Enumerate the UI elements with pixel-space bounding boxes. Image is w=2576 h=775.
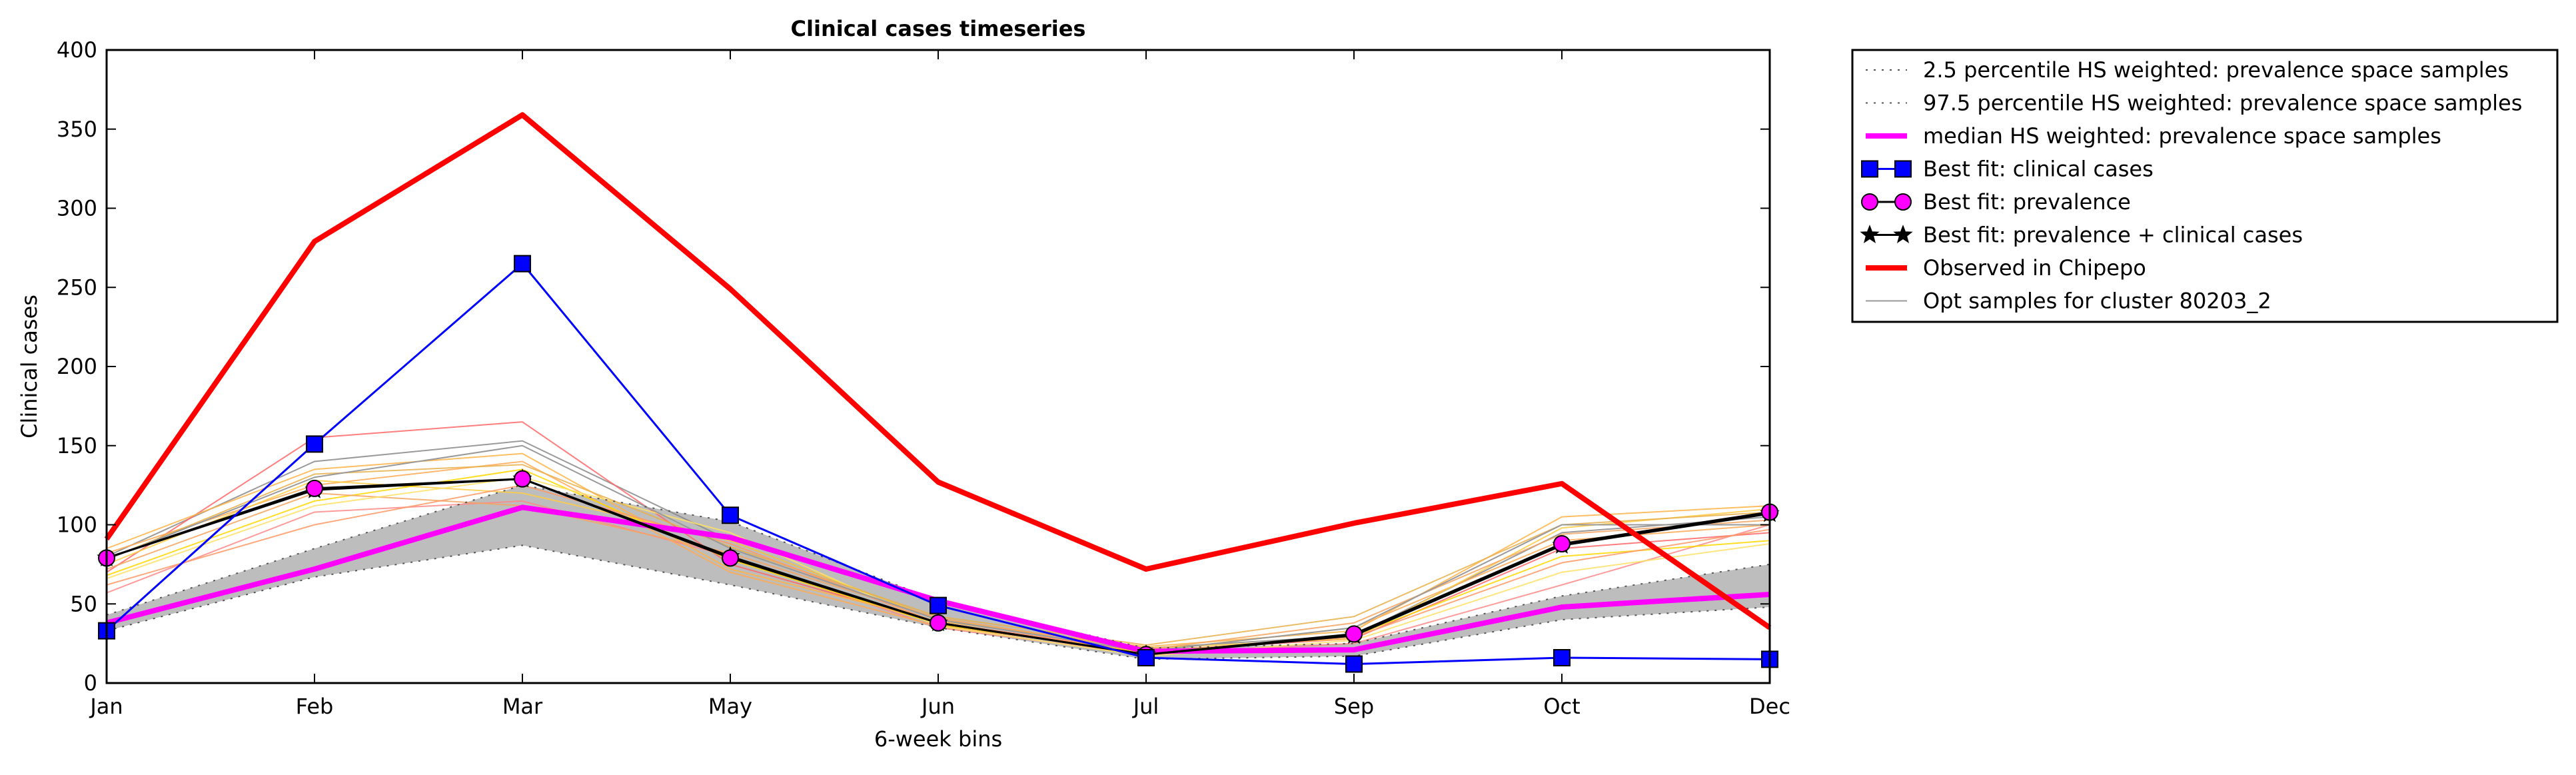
x-tick-label: Dec <box>1749 694 1790 719</box>
legend-label: Best fit: prevalence <box>1923 189 2131 215</box>
series-marker <box>514 255 531 273</box>
plot-frame <box>105 49 1771 684</box>
series-marker <box>1553 649 1571 666</box>
legend-entry-7: Observed in Chipepo <box>1866 255 2146 281</box>
series-7 <box>104 112 1772 630</box>
series-2 <box>106 484 1770 649</box>
y-axis: 0 50 100 150 200 250 300 350 400 <box>57 37 1770 696</box>
series-layer <box>97 112 1780 673</box>
y-tick-label: 400 <box>57 37 97 63</box>
y-tick-label: 200 <box>57 354 97 379</box>
percentile-band-layer <box>107 485 1770 660</box>
x-axis-label: 6-week bins <box>874 726 1002 752</box>
series-line <box>106 484 1770 649</box>
series-marker <box>1345 655 1363 673</box>
legend-marker <box>1860 225 1880 243</box>
legend-label: 97.5 percentile HS weighted: prevalence … <box>1923 91 2522 116</box>
y-tick-label: 300 <box>57 196 97 221</box>
x-tick-label: May <box>708 694 752 719</box>
legend-marker <box>1893 225 1913 243</box>
legend-marker <box>1894 193 1912 211</box>
series-marker <box>1137 649 1155 666</box>
x-tick-label: Jun <box>920 694 955 719</box>
legend-label: Opt samples for cluster 80203_2 <box>1923 289 2271 314</box>
y-tick-label: 150 <box>57 433 97 458</box>
x-tick-label: Oct <box>1543 694 1580 719</box>
legend-entry-5: Best fit: prevalence <box>1861 189 2131 215</box>
percentile-band <box>107 485 1770 660</box>
legend-entry-6: Best fit: prevalence + clinical cases <box>1860 223 2303 248</box>
y-tick-label: 350 <box>57 117 97 142</box>
series-marker <box>306 479 323 497</box>
x-tick-label: Sep <box>1334 694 1374 719</box>
series-marker <box>722 506 739 524</box>
series-line <box>104 112 1772 630</box>
x-tick-label: Jul <box>1132 694 1159 719</box>
series-marker <box>930 596 947 614</box>
legend-label: Best fit: clinical cases <box>1923 157 2154 182</box>
y-tick-label: 250 <box>57 275 97 300</box>
legend-entry-8: Opt samples for cluster 80203_2 <box>1866 289 2271 314</box>
legend-label: Best fit: prevalence + clinical cases <box>1923 223 2303 248</box>
legend: 2.5 percentile HS weighted: prevalence s… <box>1851 49 2559 323</box>
legend-frame <box>1851 49 2559 323</box>
x-tick-label: Mar <box>502 694 543 719</box>
legend-entry-1: 2.5 percentile HS weighted: prevalence s… <box>1866 57 2509 83</box>
x-axis: Jan Feb Mar May Jun Jul Sep Oct Dec <box>89 50 1790 719</box>
series-marker <box>930 614 947 632</box>
legend-marker <box>1894 160 1912 178</box>
y-axis-label: Clinical cases <box>17 295 42 438</box>
x-tick-label: Feb <box>296 694 334 719</box>
legend-entry-2: 97.5 percentile HS weighted: prevalence … <box>1866 91 2522 116</box>
x-tick-label: Jan <box>89 694 123 719</box>
legend-label: median HS weighted: prevalence space sam… <box>1923 123 2441 149</box>
series-marker <box>514 470 531 488</box>
chart-title: Clinical cases timeseries <box>791 16 1086 41</box>
legend-label: Observed in Chipepo <box>1923 255 2146 281</box>
series-marker <box>1553 535 1571 552</box>
series-marker <box>306 435 323 453</box>
y-tick-label: 50 <box>70 591 97 616</box>
y-tick-label: 0 <box>84 670 97 696</box>
legend-entry-4: Best fit: clinical cases <box>1861 157 2154 182</box>
legend-label: 2.5 percentile HS weighted: prevalence s… <box>1923 57 2509 83</box>
legend-entry-3: median HS weighted: prevalence space sam… <box>1866 123 2441 149</box>
legend-marker <box>1861 160 1878 178</box>
y-tick-label: 100 <box>57 512 97 538</box>
series-marker <box>722 549 739 567</box>
series-marker <box>1345 625 1363 643</box>
legend-marker <box>1861 193 1878 211</box>
